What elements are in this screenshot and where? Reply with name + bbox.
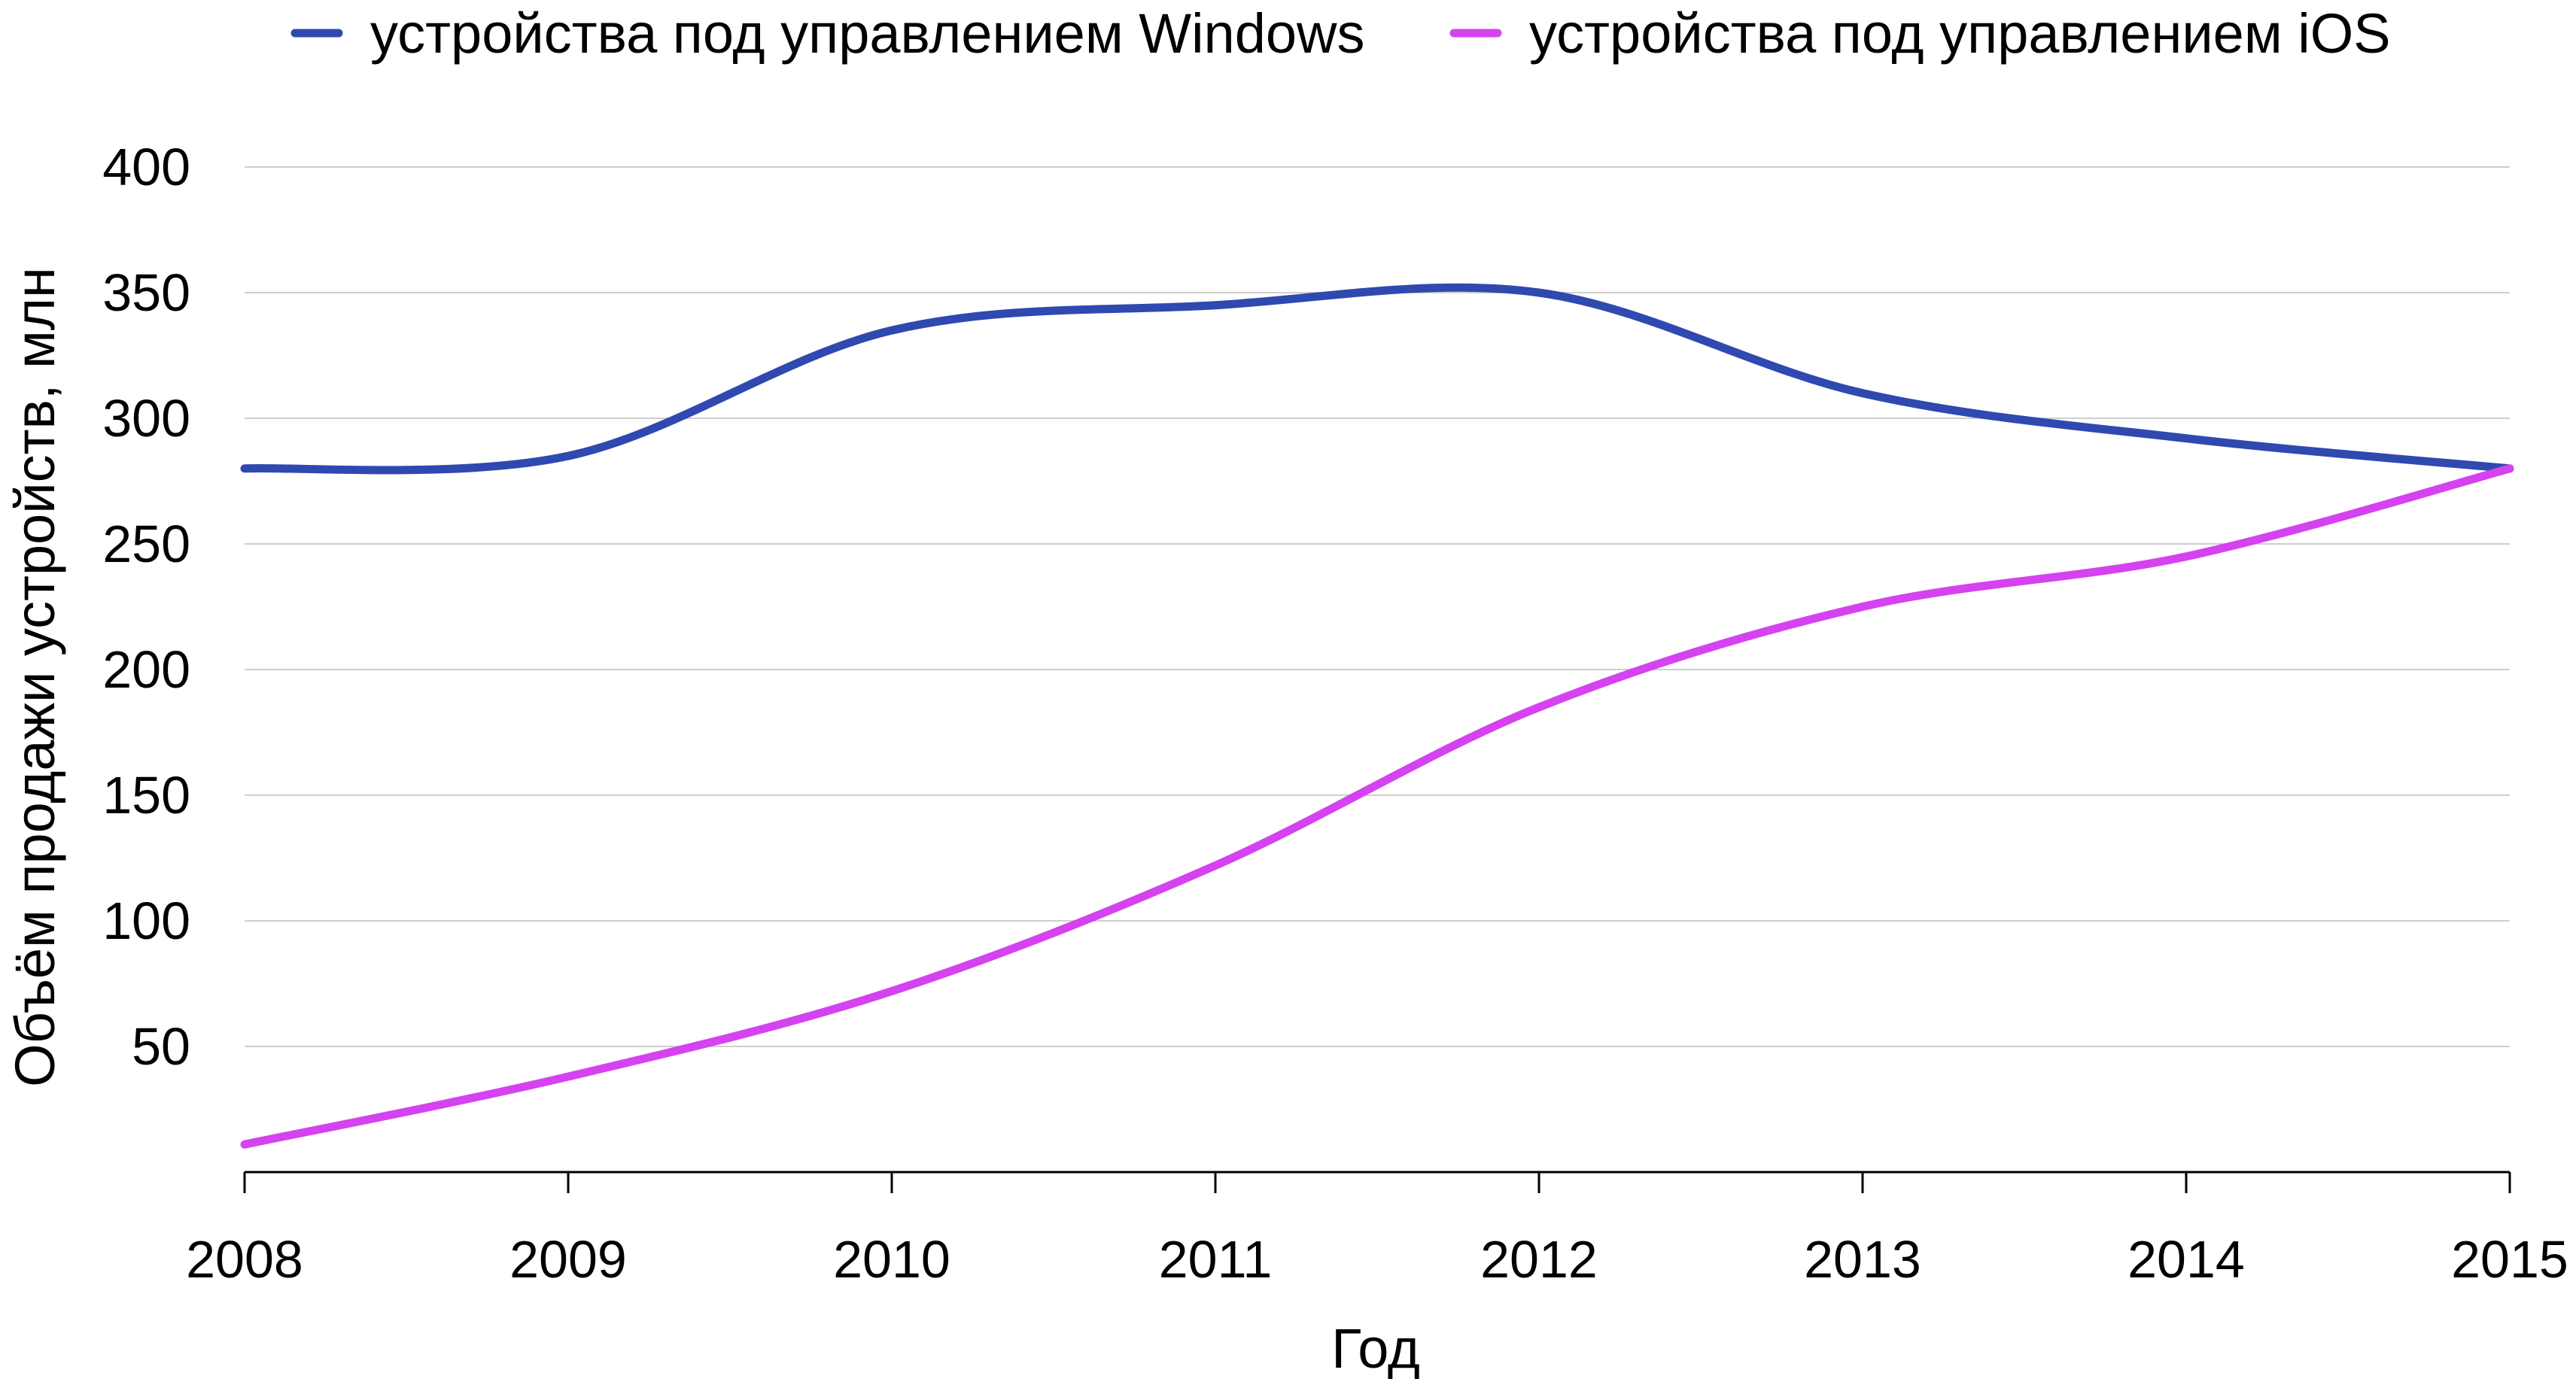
series-line-windows: [240, 283, 2514, 475]
legend-label-ios: устройства под управлением iOS: [1529, 2, 2391, 65]
axes: 2008 2009 2010 2011 2012 2013 2014 2015: [186, 1171, 2568, 1289]
x-tick-label: 2013: [1804, 1230, 1921, 1289]
x-tick-label: 2014: [2127, 1230, 2245, 1289]
legend: устройства под управлением Windows устрой…: [290, 2, 2391, 65]
x-tick-label: 2015: [2451, 1230, 2568, 1289]
y-tick-label: 250: [102, 515, 190, 573]
x-tick-label: 2011: [1159, 1230, 1273, 1289]
y-tick-label: 200: [102, 640, 190, 699]
x-axis-title: Год: [1331, 1317, 1420, 1380]
y-tick-label: 400: [102, 138, 190, 196]
x-tick-label: 2012: [1480, 1230, 1598, 1289]
gridlines: 50 100 150 200 250 300 350 400: [102, 138, 2510, 1076]
y-axis-title: Объём продажи устройств, млн: [4, 267, 66, 1087]
y-tick-label: 50: [132, 1017, 190, 1076]
legend-label-windows: устройства под управлением Windows: [370, 2, 1364, 65]
y-tick-label: 300: [102, 389, 190, 448]
series-line-ios: [240, 464, 2514, 1149]
x-tick-label: 2008: [186, 1230, 303, 1289]
series-lines: [240, 283, 2514, 1149]
y-tick-label: 350: [102, 263, 190, 322]
x-tick-label: 2009: [509, 1230, 627, 1289]
y-tick-label: 100: [102, 891, 190, 950]
x-tick-label: 2010: [833, 1230, 950, 1289]
y-tick-label: 150: [102, 766, 190, 825]
